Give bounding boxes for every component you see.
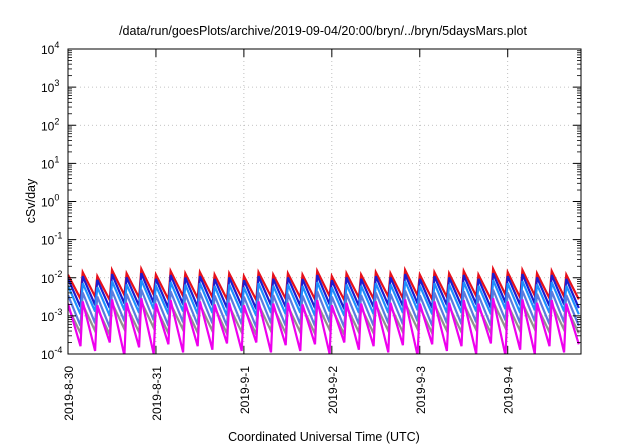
x-tick-label: 2019-9-3 bbox=[414, 366, 428, 414]
x-tick-label: 2019-8-30 bbox=[62, 366, 76, 421]
x-tick-labels: 2019-8-30 2019-8-31 2019-9-1 2019-9-2 2019-9… bbox=[62, 366, 516, 421]
axis-ticks bbox=[67, 48, 581, 355]
x-tick-label: 2019-9-2 bbox=[326, 366, 340, 414]
chart-title: /data/run/goesPlots/archive/2019-09-04/2… bbox=[119, 24, 527, 38]
x-tick-label: 2019-9-1 bbox=[238, 366, 252, 414]
x-tick-label: 2019-9-4 bbox=[502, 366, 516, 414]
series-line-6 bbox=[68, 297, 580, 354]
series-group bbox=[68, 264, 580, 354]
x-tick-label: 2019-8-31 bbox=[150, 366, 164, 421]
grid-lines bbox=[68, 49, 581, 354]
y-axis-label: cSv/day bbox=[24, 178, 38, 223]
x-axis-label: Coordinated Universal Time (UTC) bbox=[228, 430, 420, 444]
